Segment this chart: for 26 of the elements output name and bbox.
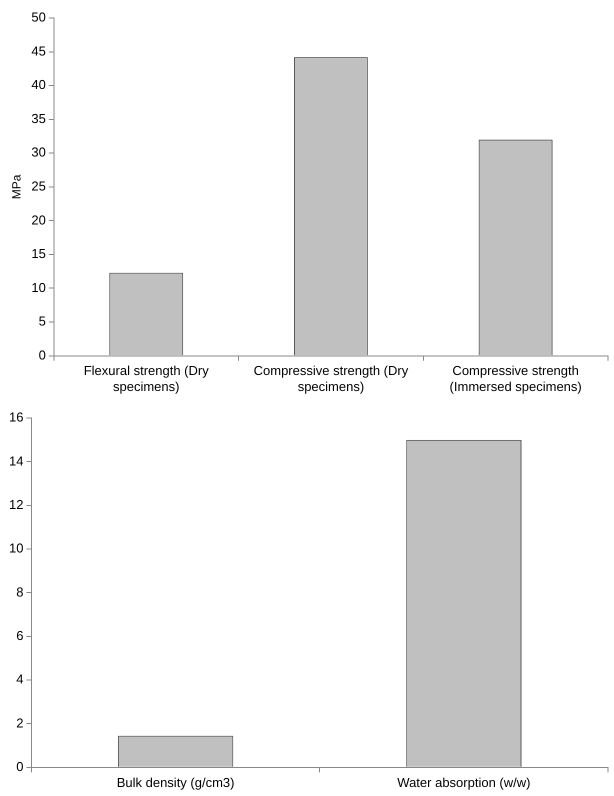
- y-tick-label: 50: [31, 10, 46, 25]
- y-tick-label: 25: [31, 178, 46, 194]
- y-tick-label: 30: [31, 144, 46, 160]
- y-tick-label: 2: [16, 715, 24, 730]
- y-tick-label: 8: [16, 584, 24, 600]
- y-tick-label: 10: [8, 540, 24, 556]
- y-tick-label: 10: [31, 280, 46, 295]
- y-tick-label: 20: [31, 212, 46, 228]
- y-tick-label: 6: [16, 628, 24, 643]
- x-tick-label: Bulk density (g/cm3): [116, 774, 234, 790]
- x-tick-label: Flexural strength (Dry specimens): [84, 363, 210, 394]
- y-tick-label: 14: [8, 453, 24, 468]
- y-tick-label: 0: [38, 347, 46, 362]
- y-tick-label: 5: [38, 314, 46, 329]
- y-tick-label: 4: [16, 672, 24, 687]
- y-tick-label: 45: [31, 43, 46, 58]
- y-tick-label: 16: [8, 410, 24, 425]
- y-axis-title: MPa: [10, 174, 24, 200]
- y-tick-label: 15: [31, 246, 46, 262]
- x-tick-label: Water absorption (w/w): [397, 774, 530, 790]
- y-tick-label: 40: [31, 77, 46, 92]
- y-tick-label: 0: [16, 758, 24, 774]
- y-tick-label: 35: [31, 110, 46, 126]
- x-tick-label: Compressive strength (Immersed specimens): [450, 363, 582, 394]
- x-tick-label: Compressive strength (Dry specimens): [254, 363, 409, 394]
- y-tick-label: 12: [8, 496, 24, 512]
